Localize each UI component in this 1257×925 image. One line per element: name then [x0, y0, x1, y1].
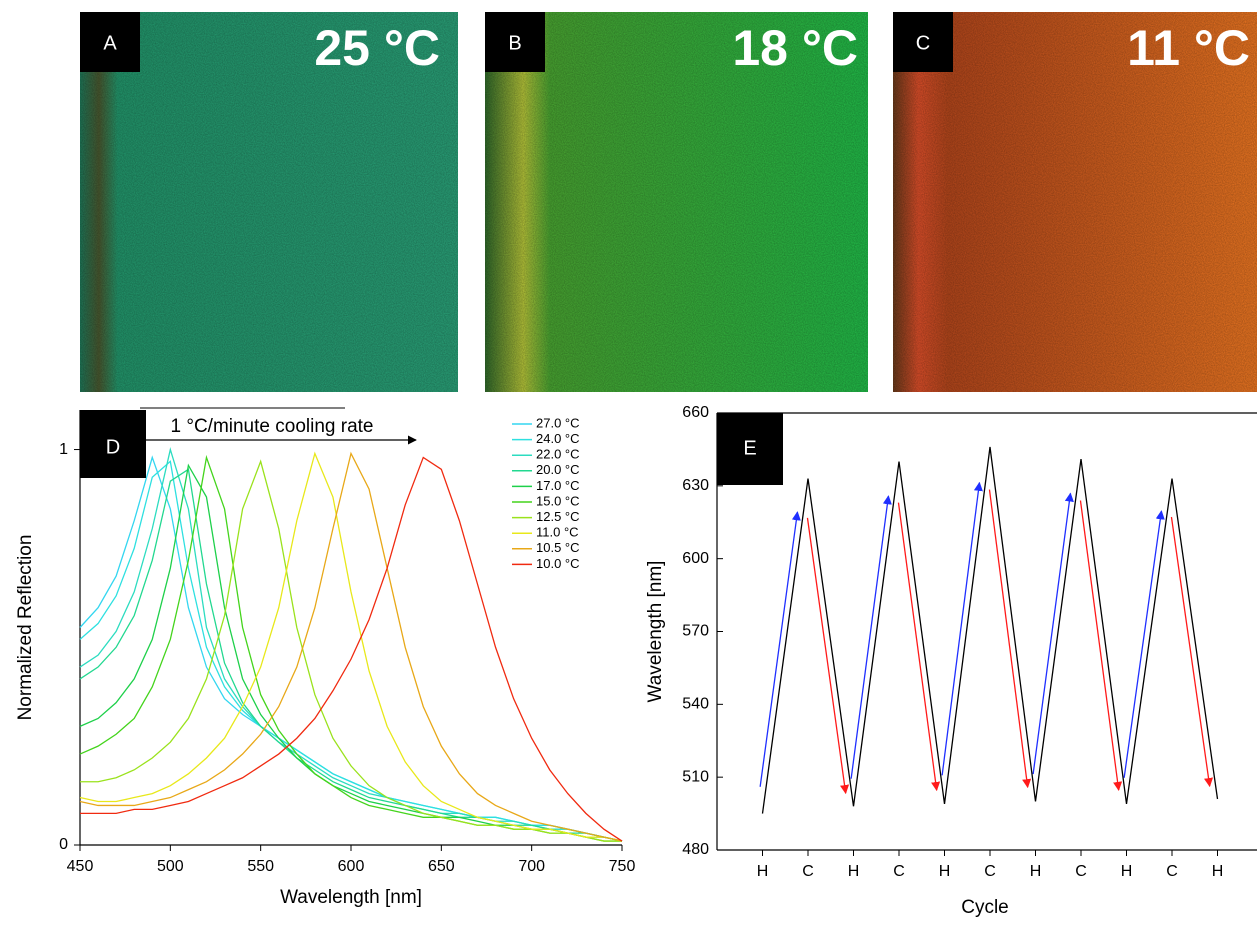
- label-box: [717, 413, 783, 485]
- temperature: 25 °C: [314, 20, 440, 76]
- x-tick-label: 750: [609, 858, 636, 875]
- x-tick-label: H: [1212, 863, 1224, 880]
- photo-b: B 18 °C: [485, 12, 868, 392]
- x-tick-label: 450: [67, 858, 94, 875]
- panel-label: C: [916, 32, 930, 54]
- x-tick-label: C: [1166, 863, 1178, 880]
- legend-label: 10.5 °C: [536, 540, 580, 555]
- photo-texture: [893, 12, 1257, 392]
- legend-label: 20.0 °C: [536, 462, 580, 477]
- heating-arrow: [759, 511, 801, 787]
- y-tick-label: 480: [682, 841, 709, 858]
- heating-arrow: [850, 495, 892, 779]
- temperature: 11 °C: [1127, 20, 1250, 76]
- label-box: [80, 410, 146, 478]
- y-tick-label: 570: [682, 623, 709, 640]
- x-tick-label: C: [1075, 863, 1087, 880]
- x-axis-label: Wavelength [nm]: [280, 887, 422, 908]
- y-tick-label: 510: [682, 768, 709, 785]
- spectrum-line: [80, 456, 623, 842]
- photo-a: A 25 °C: [80, 12, 458, 392]
- legend-label: 15.0 °C: [536, 493, 580, 508]
- photo-c: C 11 °C: [893, 12, 1257, 392]
- y-tick-label: 0: [59, 836, 68, 853]
- y-axis-label: Wavelength [nm]: [645, 561, 666, 703]
- cooling-arrow: [1170, 516, 1214, 788]
- heating-arrow: [941, 481, 983, 776]
- cooling-arrow: [806, 517, 850, 795]
- y-tick-label: 540: [682, 696, 709, 713]
- x-tick-label: H: [848, 863, 860, 880]
- legend-label: 22.0 °C: [536, 447, 580, 462]
- cooling-arrow: [897, 502, 941, 792]
- annotation: 1 °C/minute cooling rate: [171, 416, 374, 437]
- x-axis-label: Cycle: [961, 897, 1009, 918]
- cooling-arrow: [988, 489, 1032, 789]
- y-tick-label: 1: [59, 441, 68, 458]
- y-tick-label: 660: [682, 404, 709, 421]
- x-tick-label: C: [893, 863, 905, 880]
- legend-label: 10.0 °C: [536, 556, 580, 571]
- heating-arrow: [1123, 510, 1165, 778]
- x-tick-label: H: [757, 863, 769, 880]
- label-box: [893, 12, 953, 72]
- spectrum-line: [79, 468, 623, 842]
- x-tick-label: 500: [157, 858, 184, 875]
- x-tick-label: 650: [428, 858, 455, 875]
- x-tick-label: 550: [247, 858, 274, 875]
- cycle-line: [761, 446, 1219, 814]
- x-tick-label: 600: [338, 858, 365, 875]
- x-tick-label: 700: [518, 858, 545, 875]
- y-tick-label: 630: [682, 477, 709, 494]
- x-tick-label: H: [939, 863, 951, 880]
- temperature: 18 °C: [732, 20, 858, 76]
- panel-label: A: [103, 32, 117, 54]
- legend-label: 17.0 °C: [536, 478, 580, 493]
- label-box: [485, 12, 545, 72]
- spectrum-line: [79, 451, 623, 842]
- panel-label: D: [106, 436, 120, 458]
- y-tick-label: 600: [682, 550, 709, 567]
- heating-arrow: [1032, 492, 1074, 775]
- panel-label: B: [508, 32, 521, 54]
- legend-label: 12.5 °C: [536, 509, 580, 524]
- y-axis-label: Normalized Reflection: [15, 535, 36, 721]
- legend-label: 24.0 °C: [536, 431, 580, 446]
- legend-label: 27.0 °C: [536, 415, 580, 430]
- x-tick-label: C: [802, 863, 814, 880]
- legend-label: 11.0 °C: [536, 525, 579, 540]
- x-tick-label: H: [1030, 863, 1042, 880]
- x-tick-label: C: [984, 863, 996, 880]
- panel-label: E: [743, 437, 756, 459]
- spectrum-line: [79, 451, 623, 842]
- x-tick-label: H: [1121, 863, 1133, 880]
- cooling-arrow: [1079, 500, 1123, 791]
- photo-texture: [485, 12, 868, 392]
- label-box: [80, 12, 140, 72]
- photo-texture: [80, 12, 458, 392]
